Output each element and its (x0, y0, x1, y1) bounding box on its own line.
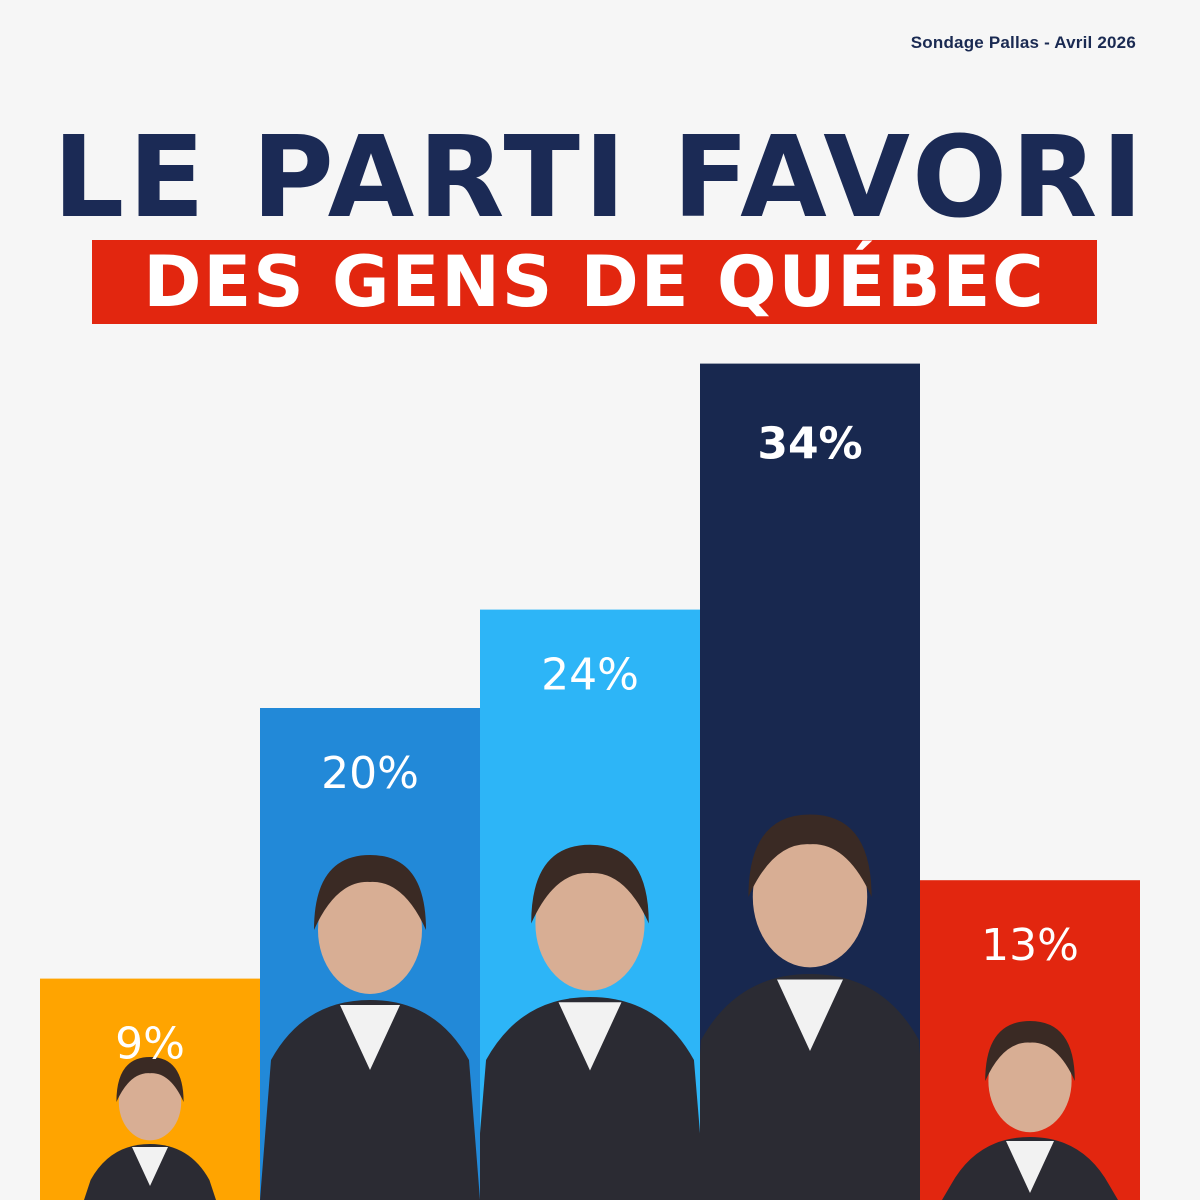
portrait-head-5 (988, 1029, 1072, 1133)
bar-group-2: 20% (260, 708, 480, 1200)
bar-group-4: 34% (700, 363, 920, 1200)
portrait-body-3 (480, 997, 700, 1200)
leader-portrait-3 (480, 844, 700, 1200)
portrait-head-1 (118, 1063, 182, 1141)
portrait-hair-2 (314, 855, 426, 930)
portrait-head-2 (318, 866, 422, 994)
bar-group-3: 24% (480, 609, 700, 1200)
portrait-collar-5 (1006, 1141, 1054, 1193)
leader-portrait-5 (942, 1021, 1118, 1200)
poll-source: Sondage Pallas - Avril 2026 (910, 33, 1136, 52)
leader-portrait-4 (700, 814, 920, 1200)
portrait-collar-3 (558, 1002, 622, 1071)
portrait-hair-4 (748, 814, 872, 897)
portrait-body-4 (700, 974, 920, 1200)
portrait-hair-3 (531, 844, 649, 924)
portrait-hair-1 (116, 1057, 184, 1102)
bar-value-label-5: 13% (981, 920, 1079, 971)
portrait-hair-5 (985, 1021, 1075, 1081)
title-line-1: LE PARTI FAVORI (52, 113, 1148, 243)
bar-value-label-3: 24% (541, 650, 639, 701)
leader-portrait-1 (84, 1057, 216, 1200)
bar-group-1: 9% (40, 978, 260, 1200)
portrait-collar-2 (340, 1005, 400, 1070)
leader-portrait-2 (260, 855, 480, 1200)
portrait-head-3 (535, 856, 645, 991)
portrait-body-2 (260, 1000, 480, 1200)
portrait-collar-1 (132, 1147, 168, 1186)
bar-group-5: 13% (920, 880, 1140, 1200)
bar-value-label-2: 20% (321, 748, 419, 799)
portrait-collar-4 (777, 979, 843, 1051)
bar-value-label-1: 9% (115, 1019, 185, 1070)
bar-value-label-4: 34% (757, 419, 862, 470)
title-highlight-band: DES GENS DE QUÉBEC (92, 240, 1097, 324)
portrait-head-4 (752, 826, 868, 968)
title-line-2: DES GENS DE QUÉBEC (143, 241, 1046, 323)
